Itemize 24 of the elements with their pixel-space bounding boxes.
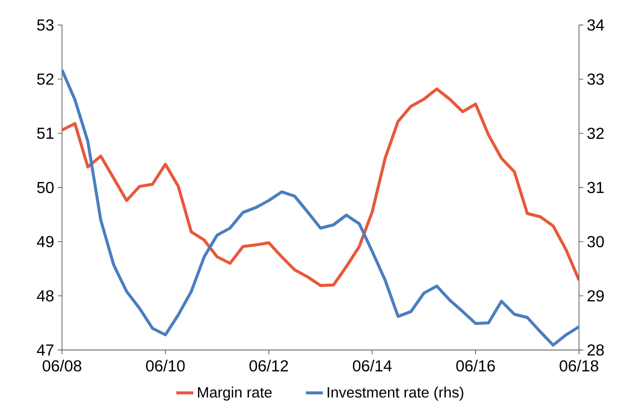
legend-label: Investment rate (rhs) xyxy=(328,386,464,401)
x-tick-label: 06/12 xyxy=(249,360,288,372)
legend-label: Margin rate xyxy=(198,386,272,401)
y2-tick-label: 32 xyxy=(587,128,604,139)
y-tick-label: 48 xyxy=(36,290,54,302)
y2-tick-label: 33 xyxy=(587,74,604,85)
x-tick-label: 06/08 xyxy=(42,360,82,372)
y2-tick-label: 34 xyxy=(587,19,604,31)
line-series xyxy=(62,68,580,347)
x-tick-label: 06/16 xyxy=(456,360,495,372)
y-tick-label: 47 xyxy=(36,344,54,356)
y-tick-label: 51 xyxy=(37,128,54,139)
y2-tick-label: 29 xyxy=(588,290,604,302)
x-tick-label: 06/14 xyxy=(352,360,392,372)
line-series xyxy=(62,87,580,288)
y2-tick-label: 31 xyxy=(587,182,604,194)
y-tick-label: 49 xyxy=(36,236,54,248)
y2-tick-label: 28 xyxy=(588,344,604,356)
y2-tick-label: 30 xyxy=(587,236,604,248)
x-tick-label: 06/10 xyxy=(146,360,185,372)
y-tick-label: 53 xyxy=(37,19,54,31)
x-tick-label: 06/18 xyxy=(560,360,598,372)
y-tick-label: 52 xyxy=(37,74,54,85)
y-tick-label: 50 xyxy=(37,182,54,194)
